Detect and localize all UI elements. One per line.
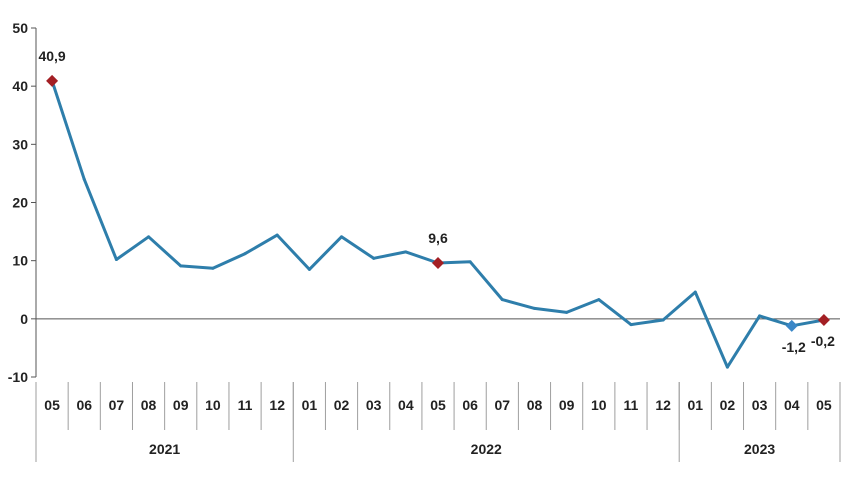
y-tick-label: 10	[12, 253, 28, 269]
x-tick-label: 09	[173, 397, 189, 413]
y-tick-label: 30	[12, 136, 28, 152]
x-tick-label: 11	[624, 397, 639, 413]
x-tick-label: 10	[591, 397, 607, 413]
y-tick-label: 40	[12, 78, 28, 94]
data-point	[500, 298, 504, 302]
data-point	[758, 314, 762, 318]
data-point	[532, 306, 536, 310]
x-tick-label: 12	[269, 397, 285, 413]
data-point	[661, 318, 665, 322]
data-point	[275, 233, 279, 237]
series-line	[50, 79, 826, 369]
x-tick-label: 07	[495, 397, 511, 413]
y-tick-label: 0	[20, 311, 28, 327]
data-point	[243, 252, 247, 256]
data-point	[629, 323, 633, 327]
x-tick-label: 03	[752, 397, 768, 413]
data-point	[82, 177, 86, 181]
x-tick-label: 05	[44, 397, 60, 413]
x-tick-label: 09	[559, 397, 575, 413]
data-point	[693, 290, 697, 294]
data-point	[147, 235, 151, 239]
year-label: 2022	[471, 441, 502, 457]
data-labels: 40,9 9,6 -1,2 -0,2	[38, 48, 835, 355]
data-point	[179, 264, 183, 268]
data-point	[340, 235, 344, 239]
year-label: 2021	[149, 441, 180, 457]
highlight-marker	[785, 319, 798, 332]
year-label: 2023	[744, 441, 775, 457]
data-label: -1,2	[782, 339, 806, 355]
x-axis: 05 06 07 08 09 10 11 12 01 02 03 04 05 06 07 08 09 10 11 12…	[35, 318, 841, 462]
x-tick-label: 10	[205, 397, 221, 413]
y-tick-label: -10	[8, 369, 28, 385]
y-tick-label: 20	[12, 195, 28, 211]
data-point	[307, 267, 311, 271]
x-tick-label: 06	[76, 397, 92, 413]
x-tick-label: 05	[816, 397, 832, 413]
highlight-marker	[432, 256, 444, 269]
x-tick-label: 02	[720, 397, 736, 413]
data-point	[468, 260, 472, 264]
data-label: 9,6	[428, 230, 448, 246]
data-label: 40,9	[38, 48, 65, 64]
x-tick-label: 01	[302, 397, 318, 413]
data-point	[372, 256, 376, 260]
x-tick-label: 01	[687, 397, 703, 413]
x-tick-label: 03	[366, 397, 382, 413]
y-tick-label: 50	[12, 20, 28, 36]
x-tick-label: 04	[398, 397, 414, 413]
x-tick-label: 05	[430, 397, 446, 413]
x-tick-label: 02	[334, 397, 350, 413]
x-tick-label: 08	[527, 397, 543, 413]
data-point	[725, 365, 729, 369]
x-tick-label: 12	[655, 397, 671, 413]
plot-area	[46, 74, 830, 369]
highlight-marker	[46, 74, 59, 87]
y-axis: -10 0 10 20 30 40 50	[8, 20, 37, 385]
data-point	[597, 298, 601, 302]
data-label: -0,2	[811, 333, 835, 349]
highlight-marker	[817, 313, 830, 326]
x-tick-label: 07	[109, 397, 125, 413]
data-point	[404, 250, 408, 254]
data-point	[114, 258, 118, 262]
data-point	[211, 266, 215, 270]
x-tick-label: 08	[141, 397, 157, 413]
x-tick-label: 04	[784, 397, 800, 413]
x-tick-label: 11	[238, 397, 253, 413]
data-point	[565, 310, 569, 314]
x-tick-label: 06	[462, 397, 478, 413]
